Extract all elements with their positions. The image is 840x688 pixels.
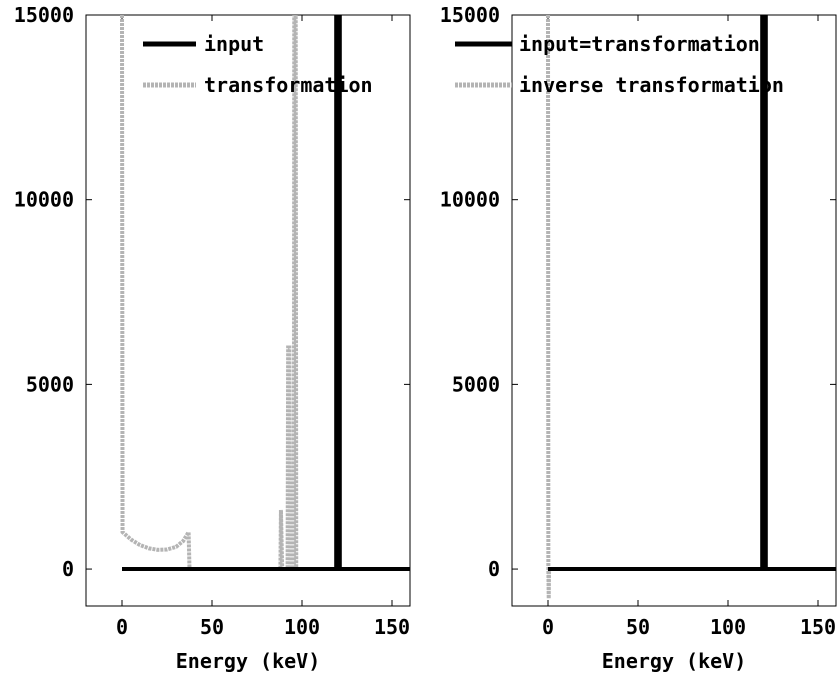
legend-label-1: input bbox=[204, 32, 264, 56]
x-tick-label: 150 bbox=[374, 615, 410, 639]
legend-label-2: inverse transformation bbox=[519, 73, 784, 97]
y-tick-label: 15000 bbox=[440, 3, 500, 27]
y-tick-label: 10000 bbox=[14, 188, 74, 212]
series-line-2 bbox=[120, 15, 302, 572]
y-tick-label: 10000 bbox=[440, 188, 500, 212]
series-line-1 bbox=[548, 15, 836, 572]
y-tick-label: 0 bbox=[488, 557, 500, 581]
plot-frame bbox=[511, 14, 837, 607]
x-axis-title: Energy (keV) bbox=[602, 649, 747, 673]
legend-label-2: transformation bbox=[204, 73, 373, 97]
y-tick-label: 15000 bbox=[14, 3, 74, 27]
x-tick-label: 100 bbox=[284, 615, 320, 639]
y-tick-label: 5000 bbox=[26, 372, 74, 396]
legend-label-1: input=transformation bbox=[519, 32, 760, 56]
x-tick-label: 50 bbox=[200, 615, 224, 639]
plot-area bbox=[120, 15, 410, 572]
chart-panel-1: 0 50 100 150 0 5000 10000 15000 Energy (keV) inpu… bbox=[14, 3, 411, 673]
series-line-1 bbox=[122, 15, 410, 572]
x-tick-label: 150 bbox=[800, 615, 836, 639]
y-tick-label: 5000 bbox=[452, 372, 500, 396]
x-tick-label: 100 bbox=[710, 615, 746, 639]
x-tick-label: 0 bbox=[542, 615, 554, 639]
x-tick-label: 50 bbox=[626, 615, 650, 639]
x-tick-label: 0 bbox=[116, 615, 128, 639]
plot-area bbox=[546, 15, 836, 599]
chart-panel-2: 0 50 100 150 0 5000 10000 15000 Energy (keV) inpu… bbox=[440, 3, 837, 673]
series-line-2 bbox=[546, 15, 552, 599]
x-axis-title: Energy (keV) bbox=[176, 649, 321, 673]
y-tick-label: 0 bbox=[62, 557, 74, 581]
plot-frame bbox=[85, 14, 411, 607]
